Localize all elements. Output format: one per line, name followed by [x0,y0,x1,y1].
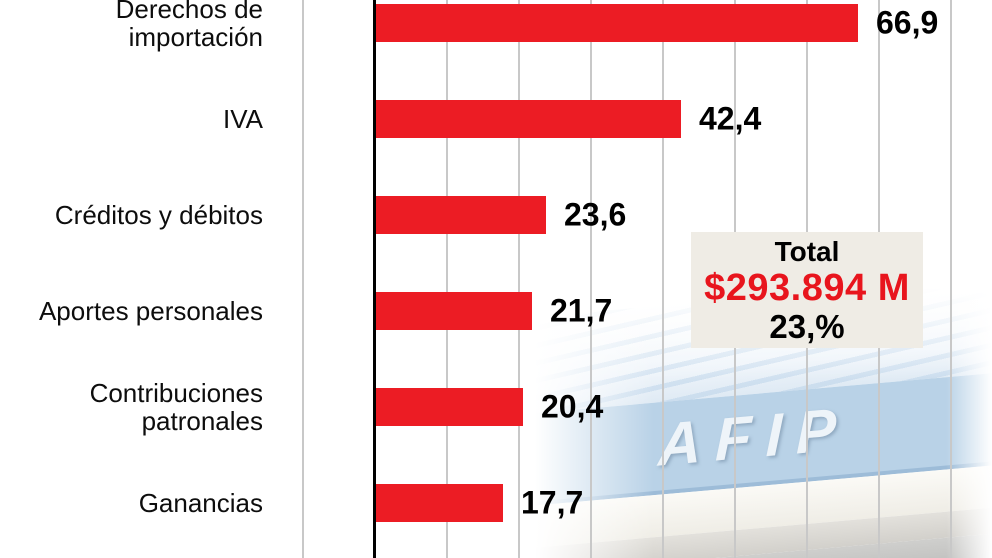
bar-value-label: 66,9 [876,4,939,41]
bar-0 [376,4,858,42]
gridline [302,0,304,558]
bar-value-label: 20,4 [541,388,604,425]
category-label: Créditos y débitos [54,200,263,230]
bar-4 [376,388,523,426]
bar-5 [376,484,503,522]
bar-value-label: 21,7 [550,292,613,329]
category-label: Aportes personales [38,296,263,326]
gridline [518,0,520,558]
bar-3 [376,292,532,330]
total-amount: $293.894 M [704,266,910,309]
bar-value-label: 17,7 [521,484,584,521]
total-box: Total $293.894 M 23,% [691,232,923,348]
gridline [590,0,592,558]
bar-value-label: 42,4 [699,100,762,137]
bar-value-label: 23,6 [564,196,627,233]
bar-2 [376,196,546,234]
category-label: Derechos de importación [115,0,263,52]
gridline [446,0,448,558]
category-label: Ganancias [138,488,263,518]
gridline [950,0,952,558]
zero-axis-line [373,0,376,558]
gridline [662,0,664,558]
total-title: Total [774,235,840,267]
category-label: IVA [223,104,263,134]
bar-1 [376,100,681,138]
category-label: Contribuciones patronales [89,378,263,436]
total-percent: 23,% [769,307,845,345]
afip-logo-text: AFIP [657,394,851,479]
